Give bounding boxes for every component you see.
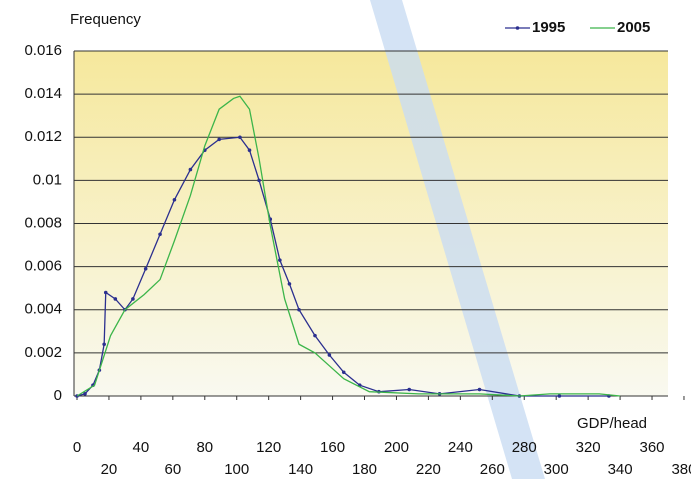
y-axis-label: Frequency [70,11,141,28]
legend-marker [515,26,520,30]
x-tick-label: 380 [671,461,691,478]
x-tick-label: 0 [73,439,81,456]
x-tick-label: 100 [224,461,249,478]
series-marker [83,392,87,396]
series-marker [341,370,346,375]
y-tick-label: 0.01 [33,171,62,188]
series-marker [247,148,252,152]
y-tick-label: 0 [54,387,62,404]
watermark-stripe [370,0,545,479]
x-tick-label: 220 [416,461,441,478]
series-marker [327,353,332,357]
y-tick-label: 0.002 [24,344,62,361]
y-tick-label: 0.006 [24,258,62,275]
series-marker [278,258,282,262]
series-marker [257,178,261,183]
x-tick-label: 160 [320,439,345,456]
series-marker [477,387,482,392]
y-tick-label: 0.012 [24,128,62,145]
series-marker [172,197,177,202]
x-tick-label: 140 [288,461,313,478]
x-tick-label: 180 [352,461,377,478]
x-tick-label: 120 [256,439,281,456]
y-tick-label: 0.004 [24,301,62,318]
series-marker [113,297,118,301]
plot-layer: 0 0.002 0.004 0.006 0.008 0.01 0.012 0.014 0.016… [24,19,691,478]
x-tick-label: 80 [196,439,213,456]
x-tick-label: 320 [576,439,601,456]
series-marker [102,342,106,347]
x-tick-label: 300 [544,461,569,478]
series-marker [238,135,242,140]
x-tick-label: 60 [164,461,181,478]
series-marker [407,387,412,392]
x-tick-label: 200 [384,439,409,456]
series-marker [103,290,108,295]
x-tick-label: 240 [448,439,473,456]
x-tick-label: 280 [512,439,537,456]
series-marker [217,137,221,142]
x-tick-label: 20 [101,461,118,478]
x-tick-label: 260 [480,461,505,478]
y-tick-label: 0.014 [24,85,62,102]
series-line [76,95,621,397]
series-marker [143,266,148,271]
series-marker [287,282,292,286]
y-tick-label: 0.016 [24,42,62,59]
series-marker [297,307,301,312]
series-marker [158,232,162,237]
series-marker [188,167,193,172]
x-tick-label: 340 [608,461,633,478]
x-axis-label: GDP/head [577,415,647,432]
legend-label: 1995 [532,19,565,36]
series-marker [557,394,562,398]
legend-label: 2005 [617,19,650,36]
x-tick-label: 360 [640,439,665,456]
series-marker [313,333,317,338]
series-marker [131,297,135,301]
x-tick-label: 40 [133,439,150,456]
y-tick-label: 0.008 [24,214,62,231]
